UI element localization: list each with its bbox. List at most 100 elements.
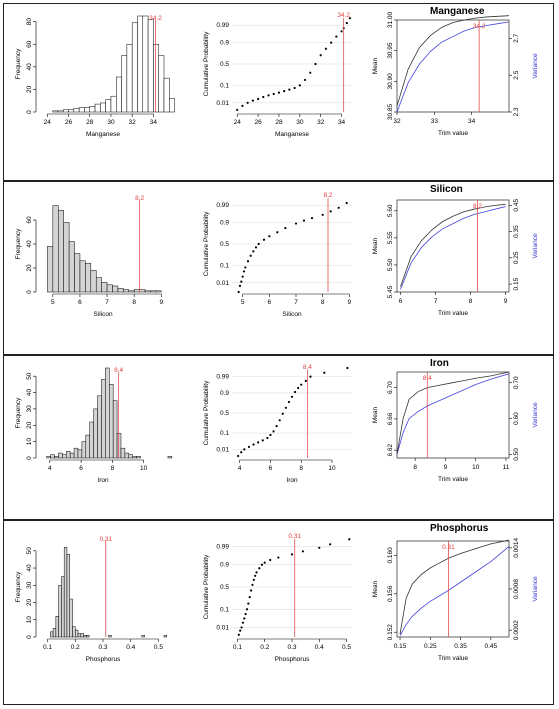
plot-frame xyxy=(396,199,510,293)
prob-point xyxy=(252,443,255,446)
panel-manganese: Manganese 24 26 28 30 32 34 Manganese 0 20 40 60 80 F… xyxy=(3,3,554,181)
x-axis-label: Manganese xyxy=(86,131,120,138)
prob-point xyxy=(284,226,287,230)
y-tick-label: 60 xyxy=(26,40,33,48)
y2-tick-label: 0.60 xyxy=(513,412,520,425)
y-tick-label: 20 xyxy=(26,85,33,93)
y-axis-label: Mean xyxy=(372,57,379,74)
y2-tick-label: 0.45 xyxy=(513,199,520,212)
prob-point xyxy=(297,386,300,390)
prob-point xyxy=(272,430,275,433)
y2-axis-label: Variance xyxy=(532,233,539,259)
panel-title: Manganese xyxy=(430,6,485,17)
histogram-bar xyxy=(112,285,119,293)
x-axis-label: Iron xyxy=(97,477,109,484)
histogram-bar xyxy=(153,43,159,113)
histogram: 24 26 28 30 32 34 Manganese 0 20 40 60 80 Frequency 3… xyxy=(15,15,175,138)
y-tick-label: 0.01 xyxy=(216,100,229,107)
prob-point xyxy=(260,563,264,566)
histogram-bar xyxy=(150,290,157,293)
histogram-bar xyxy=(95,277,102,293)
trim-plot: 0.15 0.25 0.35 0.45 Trim value 0.152 0.156 0.16… xyxy=(372,538,539,662)
y-tick-label: 0.1 xyxy=(220,82,229,89)
x-axis-label: Silicon xyxy=(93,311,113,318)
prob-point xyxy=(283,90,286,93)
y-tick-label: 0.9 xyxy=(220,40,229,47)
mean-line xyxy=(396,371,510,455)
prob-point xyxy=(256,97,260,101)
histogram-bar xyxy=(121,55,128,113)
prob-point xyxy=(238,284,242,287)
histogram-bar xyxy=(142,15,149,113)
histogram-bar xyxy=(54,456,59,459)
x-tick-label: 32 xyxy=(317,119,325,126)
prob-point xyxy=(335,35,338,38)
histogram-bar xyxy=(117,288,124,293)
histogram-bar xyxy=(133,289,140,293)
panel-svg: 0.1 0.2 0.3 0.4 0.5 Phosphorus 0 10 20 30 40 50 Freq… xyxy=(15,533,539,663)
y-tick-label: 0.9 xyxy=(220,220,229,227)
histogram-bar xyxy=(101,379,106,459)
histogram-bar xyxy=(61,576,65,638)
histogram-bar xyxy=(66,553,70,638)
histogram-bar xyxy=(110,95,117,113)
x-tick-label: 10 xyxy=(472,464,480,471)
y-tick-label: 0 xyxy=(26,456,33,460)
variance-line xyxy=(396,373,510,455)
prob-point xyxy=(254,246,258,249)
y2-tick-label: 2.3 xyxy=(513,107,520,116)
y2-tick-label: 0.0014 xyxy=(513,538,520,558)
prob-point xyxy=(272,92,275,96)
x-tick-label: 0.15 xyxy=(394,643,407,650)
histogram-bar xyxy=(105,367,110,459)
y-tick-label: 20 xyxy=(26,264,33,272)
x-tick-label: 24 xyxy=(44,119,52,126)
y2-tick-label: 2.7 xyxy=(513,34,520,43)
y-tick-label: 0.99 xyxy=(216,202,229,209)
prob-point xyxy=(255,571,258,574)
variance-line xyxy=(399,546,510,636)
histogram: 5 6 7 8 9 Silicon 0 20 40 60 Frequency 8.2 xyxy=(15,195,163,318)
prob-point xyxy=(240,626,243,629)
x-tick-label: 32 xyxy=(129,119,137,126)
y-tick-label: 0.160 xyxy=(387,547,394,564)
prob-point xyxy=(249,254,252,257)
y-tick-label: 30 xyxy=(26,405,33,413)
histogram-bar xyxy=(101,282,108,293)
panel-title: Phosphorus xyxy=(430,523,489,534)
prob-point xyxy=(309,375,312,378)
histogram-bar xyxy=(72,626,76,638)
histogram-bar xyxy=(86,635,90,638)
y-tick-label: 30.85 xyxy=(387,103,394,120)
y-tick-label: 40 xyxy=(26,240,33,248)
histogram-bar xyxy=(78,107,85,113)
prob-point xyxy=(278,419,281,422)
histogram-bar xyxy=(73,447,79,459)
panel-phosphorus: Phosphorus 0.1 0.2 0.3 0.4 0.5 Phosphorus 0 10 20… xyxy=(3,520,554,705)
prob-point xyxy=(247,445,251,449)
histogram-bar xyxy=(97,395,102,459)
y-axis-label: Frequency xyxy=(15,48,22,79)
prob-point xyxy=(277,91,281,94)
prob-point xyxy=(348,17,352,20)
y-tick-label: 40 xyxy=(26,564,33,572)
y-tick-label: 0.9 xyxy=(220,390,229,397)
histogram-bar xyxy=(85,262,92,293)
histogram-bar xyxy=(62,454,67,459)
prob-point xyxy=(309,71,312,74)
y-tick-label: 30.90 xyxy=(387,73,394,90)
histogram-bar xyxy=(69,452,75,459)
prob-point xyxy=(269,558,272,562)
x-tick-label: 9 xyxy=(504,298,508,305)
y-tick-label: 10 xyxy=(26,616,33,624)
y-axis-label: Frequency xyxy=(15,397,22,428)
mean-line xyxy=(396,15,510,106)
prob-point xyxy=(252,578,255,581)
y-tick-label: 0.5 xyxy=(220,61,229,68)
prob-point xyxy=(251,99,254,102)
x-tick-label: 9 xyxy=(159,299,163,306)
histogram-bar xyxy=(94,103,101,113)
prob-point xyxy=(303,78,307,82)
histogram-bar xyxy=(80,633,84,638)
